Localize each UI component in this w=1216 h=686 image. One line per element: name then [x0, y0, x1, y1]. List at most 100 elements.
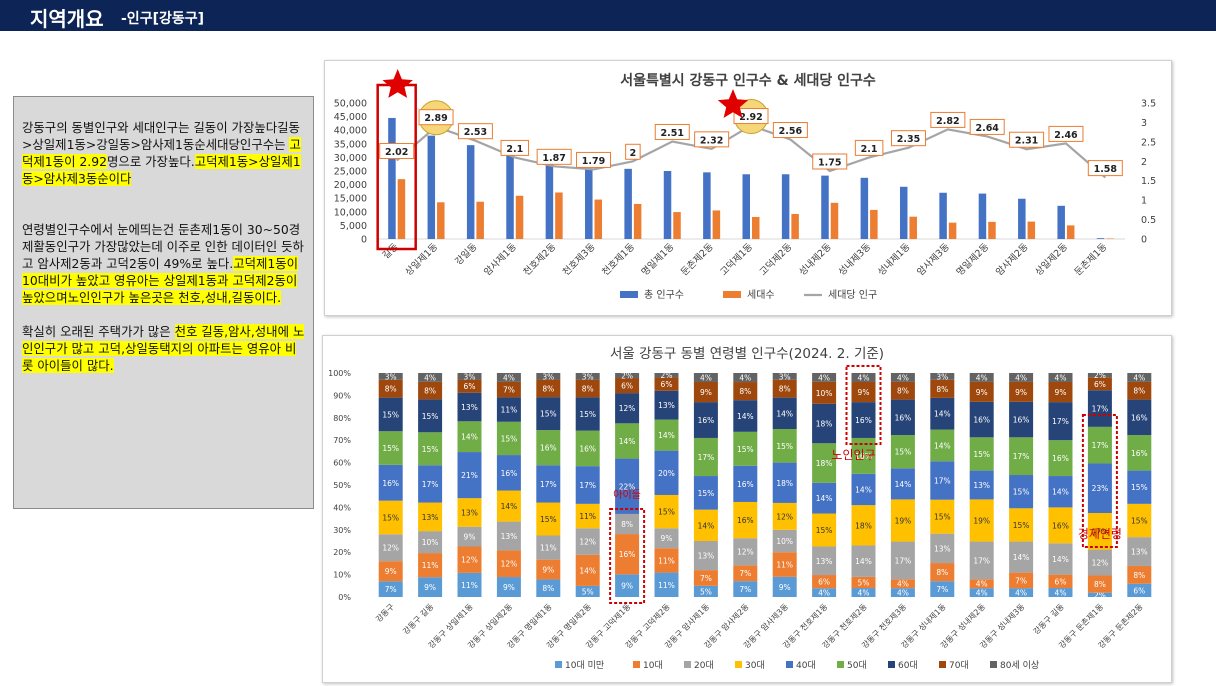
age-segment — [1127, 381, 1152, 400]
segment-label: 14% — [619, 437, 636, 446]
population-bar — [742, 174, 750, 239]
legend-swatch — [620, 291, 638, 298]
segment-label: 15% — [1013, 521, 1030, 530]
age-segment — [496, 421, 521, 456]
data-label-box — [500, 139, 530, 156]
segment-label: 14% — [501, 502, 518, 511]
segment-label: 16% — [1052, 454, 1069, 463]
x-tick-label: 암사제3동 — [914, 240, 952, 278]
households-bar — [594, 199, 603, 239]
age-segment — [969, 541, 994, 580]
age-segment — [1048, 476, 1073, 508]
age-segment — [496, 521, 521, 551]
segment-label: 14% — [1052, 488, 1069, 497]
segment-label: 8% — [897, 387, 909, 396]
data-label-box — [733, 108, 769, 125]
population-chart: 서울특별시 강동구 인구수 & 세대당 인구수 0 5,000 10,000 15,00… — [334, 69, 1156, 301]
segment-label: 3% — [582, 372, 594, 381]
age-segment — [378, 581, 403, 597]
age-segment — [654, 528, 679, 549]
population-bar — [703, 172, 711, 239]
age-segment — [851, 373, 876, 382]
age-segment — [693, 541, 718, 571]
segment-label: 8% — [1133, 387, 1145, 396]
y-tick-label: 40% — [333, 503, 351, 512]
households-bar — [870, 209, 878, 239]
segment-label: 15% — [579, 410, 596, 419]
population-bar — [1018, 198, 1026, 239]
segment-label: 12% — [619, 404, 636, 413]
segment-label: 14% — [737, 412, 754, 421]
age-segment — [457, 526, 482, 547]
legend-swatch — [837, 661, 844, 668]
households-bar — [515, 195, 524, 239]
age-segment — [890, 373, 915, 382]
age-segment — [969, 470, 994, 500]
y-tick-label: 20% — [333, 548, 351, 557]
age-segment — [930, 461, 955, 500]
age-segment — [890, 435, 915, 469]
age-segment — [418, 465, 443, 503]
annotation-box-elderly — [845, 365, 882, 445]
age-segment — [615, 574, 640, 597]
legend-label: 세대수 — [747, 289, 775, 301]
x-tick-label: 천호제2동 — [521, 241, 558, 278]
population-bar — [624, 168, 632, 239]
page-subtitle: -인구[강동구] — [121, 11, 205, 27]
data-label: 2.35 — [897, 134, 920, 145]
segment-label: 15% — [698, 489, 715, 498]
age-segment — [890, 579, 915, 589]
segment-label: 15% — [540, 515, 557, 524]
age-segment — [378, 397, 403, 432]
segment-label: 6% — [621, 382, 633, 391]
p2-segment: 연령별인구수에서 눈에띄는건 둔촌제1동이 30~50경제활동인구가 가장많았는… — [22, 222, 304, 271]
segment-label: 15% — [737, 445, 754, 454]
age-segment — [969, 579, 994, 589]
age-segment — [1048, 507, 1073, 544]
segment-label: 7% — [503, 386, 515, 395]
segment-label: 4% — [424, 373, 436, 382]
data-label-box — [930, 111, 966, 128]
segment-label: 16% — [855, 452, 872, 461]
age-segment — [930, 563, 955, 582]
segment-label: 16% — [973, 416, 990, 425]
age-segment — [654, 419, 679, 451]
legend-swatch — [735, 661, 742, 668]
data-label: 2.53 — [464, 127, 487, 138]
segment-label: 5% — [582, 587, 594, 596]
age-segment — [654, 572, 679, 597]
x-tick-label: 천호제3동 — [561, 241, 598, 278]
segment-label: 5% — [858, 578, 870, 587]
households-bar — [1027, 221, 1036, 239]
y-tick-label: 30% — [333, 526, 351, 535]
households-bar — [948, 222, 957, 239]
segment-label: 11% — [658, 556, 675, 565]
age-segment — [536, 535, 561, 560]
households-bar — [791, 213, 799, 239]
summary-paragraph-3: 확실히 오래된 주택가가 많은 천호 길동,암사,성내에 노인인구가 많고 고덕… — [22, 323, 307, 374]
age-segment — [693, 402, 718, 438]
age-segment — [654, 390, 679, 420]
age-segment — [1048, 543, 1073, 575]
population-bar — [939, 192, 947, 239]
age-segment — [1009, 588, 1034, 597]
households-bar — [673, 212, 681, 239]
data-label: 2.32 — [700, 135, 723, 146]
age-segment — [930, 429, 955, 462]
age-segment — [851, 402, 876, 438]
age-segment — [575, 585, 600, 597]
age-segment — [812, 381, 837, 404]
age-segment — [930, 379, 955, 398]
age-segment — [654, 373, 679, 378]
segment-label: 6% — [661, 380, 673, 389]
segment-label: 16% — [1013, 416, 1030, 425]
households-bar — [437, 202, 445, 239]
segment-label: 8% — [385, 385, 397, 394]
age-segment — [812, 482, 837, 514]
segment-label: 15% — [1013, 488, 1030, 497]
segment-label: 4% — [976, 373, 988, 382]
age-segment — [536, 502, 561, 536]
x-tick-label: 강동구 길동 — [401, 601, 436, 636]
age-segment — [969, 499, 994, 542]
age-segment — [1127, 470, 1152, 504]
